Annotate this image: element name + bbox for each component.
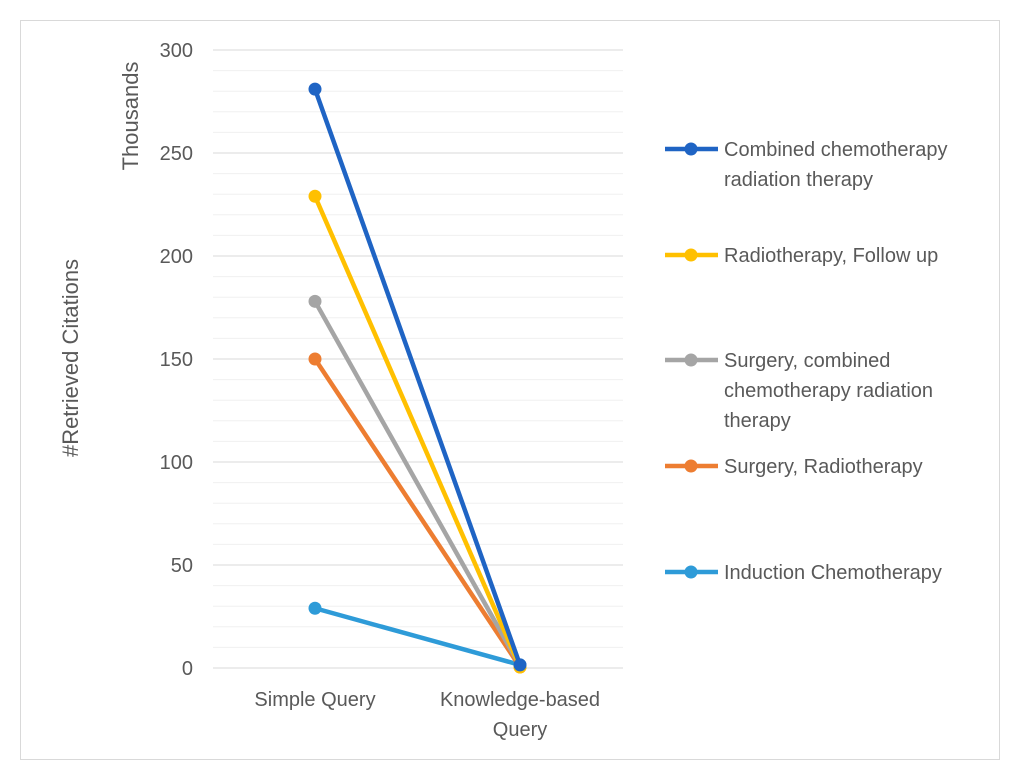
legend-label: Surgery, Radiotherapy [724,456,923,478]
legend: Combined chemotherapy radiation therapy Ra… [665,139,947,584]
legend-item: Combined chemotherapy radiation therapy [665,139,947,191]
y-axis-ticks: 0 50 100 150 200 250 300 [160,40,193,680]
y-tick-label: 250 [160,143,193,165]
data-point [308,352,322,366]
y-tick-label: 150 [160,349,193,371]
series-group [308,82,527,674]
data-point [308,601,322,615]
legend-label: Combined chemotherapy radiation therapy [724,139,947,191]
y-tick-label: 300 [160,40,193,62]
legend-swatch-marker [684,248,698,262]
x-axis-ticks: Simple Query Knowledge-based Query [254,689,600,741]
legend-item: Induction Chemotherapy [665,562,942,584]
legend-swatch-marker [684,142,698,156]
y-tick-label: 50 [171,555,193,577]
y-tick-label: 200 [160,246,193,268]
y-unit-label: Thousands [118,62,143,171]
series-line [312,194,523,670]
data-point [308,294,322,308]
legend-label: Surgery, combined chemotherapy radiation t… [724,350,933,432]
legend-swatch-marker [684,353,698,367]
series-line [312,86,523,668]
gridlines [213,49,623,669]
series-line [312,299,523,669]
legend-label: Induction Chemotherapy [724,562,942,584]
series-1 [308,189,527,674]
series-line [312,606,523,668]
legend-swatch-marker [684,565,698,579]
series-line [312,356,523,670]
legend-swatch-marker [684,459,698,473]
legend-item: Radiotherapy, Follow up [665,245,938,267]
legend-label: Radiotherapy, Follow up [724,245,938,267]
y-tick-label: 100 [160,452,193,474]
legend-item: Surgery, combined chemotherapy radiation t… [665,350,933,432]
data-point [308,189,322,203]
x-tick-label: Simple Query [254,689,375,711]
legend-item: Surgery, Radiotherapy [665,456,923,478]
x-tick-label: Knowledge-based Query [440,689,600,741]
y-tick-label: 0 [182,658,193,680]
data-point [308,82,322,96]
series-0 [308,82,527,672]
data-point [513,658,527,672]
y-axis-title: #Retrieved Citations [58,259,83,457]
